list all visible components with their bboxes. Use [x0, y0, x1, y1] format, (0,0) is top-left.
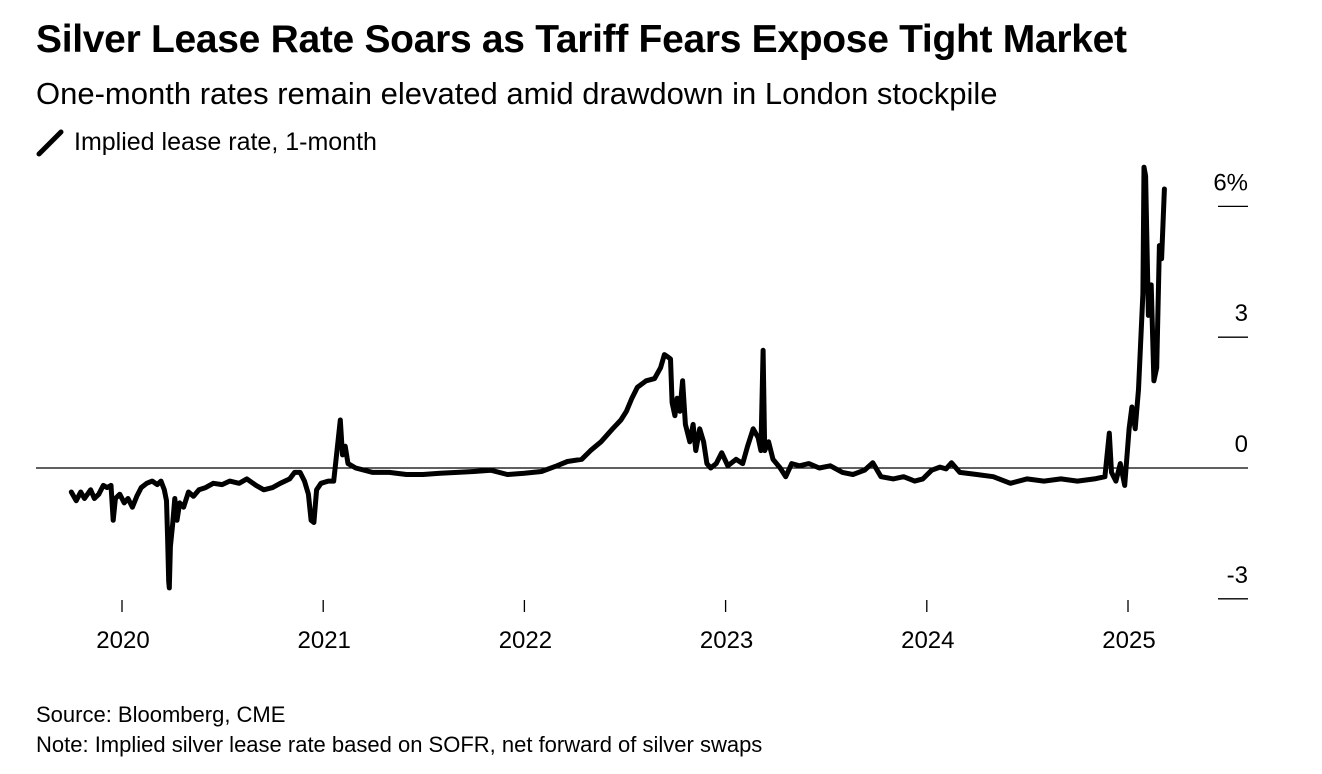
- x-tick-label: 2021: [298, 627, 351, 654]
- x-tick-label: 2020: [96, 627, 149, 654]
- x-tick-label: 2025: [1102, 627, 1155, 654]
- legend-line-swatch: [36, 129, 64, 156]
- y-tick-label: 0: [1235, 431, 1248, 458]
- y-tick-label: 6%: [1213, 169, 1248, 196]
- x-tick-label: 2023: [700, 627, 753, 654]
- x-tick-label: 2022: [499, 627, 552, 654]
- legend: Implied lease rate, 1-month: [36, 128, 377, 157]
- y-tick-label: 3: [1235, 300, 1248, 327]
- chart-subtitle: One-month rates remain elevated amid dra…: [36, 76, 998, 111]
- y-tick-label: -3: [1227, 562, 1248, 589]
- chart-title: Silver Lease Rate Soars as Tariff Fears …: [36, 18, 1127, 61]
- legend-label: Implied lease rate, 1-month: [74, 128, 377, 156]
- x-tick-label: 2024: [901, 627, 954, 654]
- source-note: Source: Bloomberg, CME: [36, 702, 286, 727]
- series-line-implied-lease-rate: [68, 164, 1167, 591]
- methodology-note: Note: Implied silver lease rate based on…: [36, 732, 763, 757]
